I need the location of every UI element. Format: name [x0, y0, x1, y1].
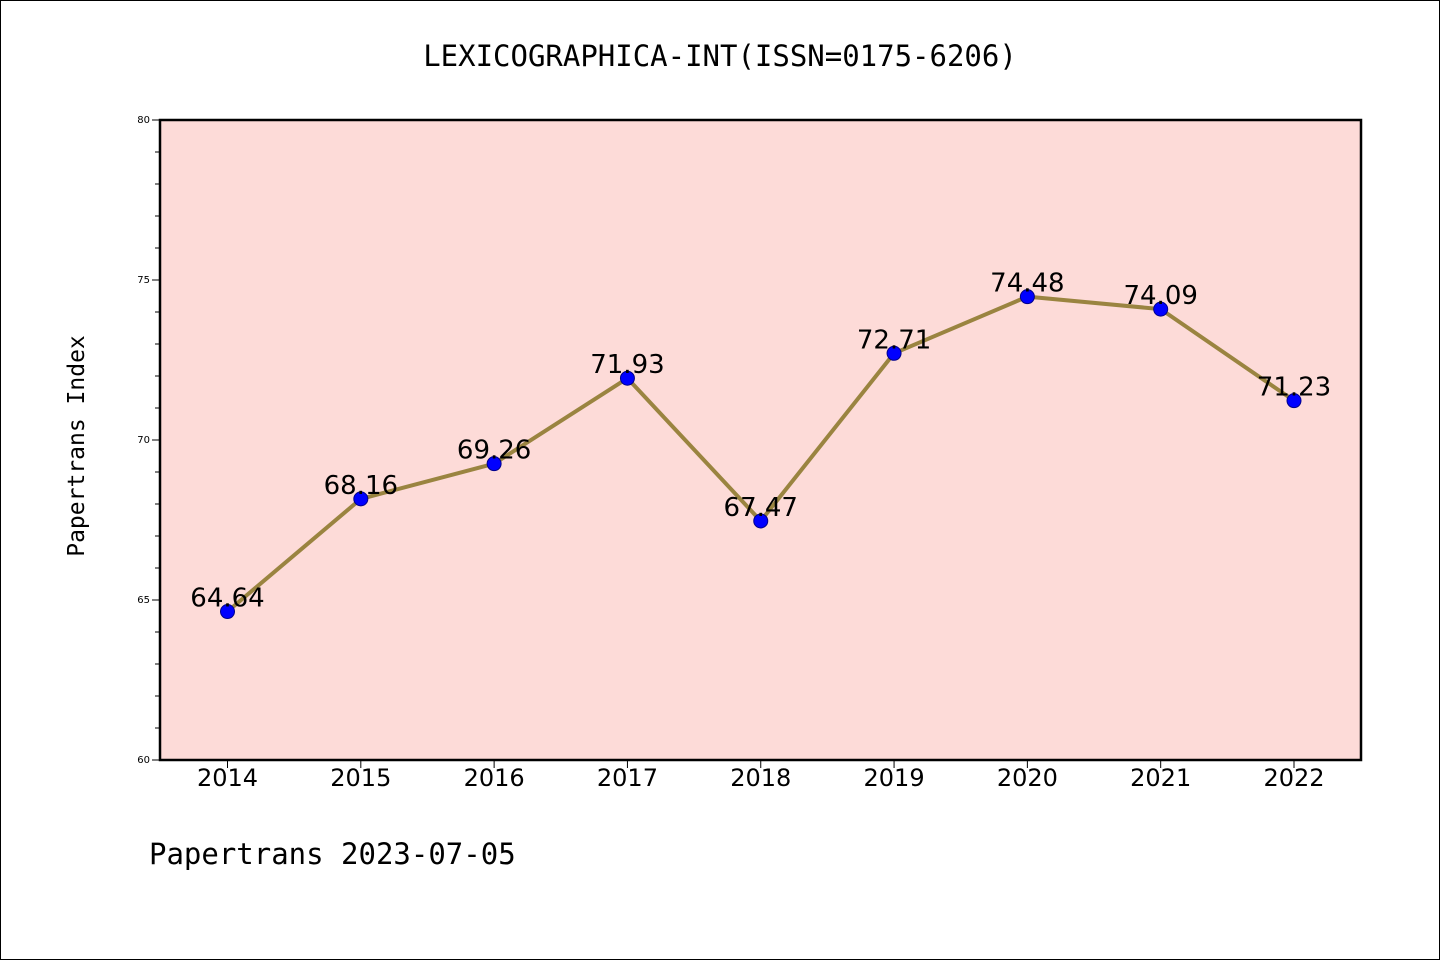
- data-point-2015: [353, 491, 369, 507]
- footer-source-date: Papertrans 2023-07-05: [149, 837, 516, 871]
- data-point-markers: [220, 289, 1302, 620]
- data-labels: 64.64 68.16 69.26 71.93 67.47 72.71 74.48 74.09…: [190, 269, 1331, 614]
- data-label-2014: 64.64: [190, 584, 264, 614]
- x-tick-label: 2015: [330, 764, 391, 792]
- plot-area-border: [158, 118, 1363, 762]
- data-point-2020: [1019, 289, 1035, 305]
- plot-area-background: [160, 120, 1361, 760]
- x-tick-label: 2022: [1263, 764, 1324, 792]
- y-tick-label: 75: [137, 275, 150, 286]
- y-tick-label: 65: [137, 595, 150, 606]
- data-label-2021: 74.09: [1123, 281, 1197, 311]
- data-point-2014: [220, 604, 235, 620]
- x-tick-label: 2018: [730, 764, 791, 792]
- data-label-2016: 69.26: [457, 436, 531, 466]
- plot-background-layer: [160, 120, 1361, 760]
- data-point-2018: [753, 513, 769, 529]
- data-point-2016: [486, 456, 502, 472]
- y-axis-label: Papertrans Index: [64, 335, 90, 557]
- axis-ticks: 60 65 70 75 80 2014 2015 2016 2017 2018 2019 2020 20…: [137, 115, 1324, 792]
- y-tick-label: 60: [137, 755, 150, 766]
- y-tick-label: 80: [137, 115, 150, 126]
- data-label-2022: 71.23: [1257, 373, 1331, 403]
- data-point-2017: [619, 370, 635, 386]
- data-point-2022: [1286, 393, 1302, 409]
- plot-border-layer: [158, 118, 1363, 762]
- x-tick-label: 2017: [597, 764, 658, 792]
- x-tick-label: 2014: [197, 764, 258, 792]
- x-tick-label: 2021: [1130, 764, 1191, 792]
- data-point-2019: [886, 345, 902, 361]
- data-label-2015: 68.16: [324, 471, 398, 501]
- data-label-2017: 71.93: [590, 350, 664, 380]
- data-label-2019: 72.71: [857, 325, 931, 355]
- chart-title: LEXICOGRAPHICA-INT(ISSN=0175-6206): [423, 39, 1017, 73]
- x-tick-label: 2020: [997, 764, 1058, 792]
- y-tick-label: 70: [137, 435, 150, 446]
- x-tick-label: 2016: [464, 764, 525, 792]
- x-tick-label: 2019: [864, 764, 925, 792]
- data-label-2018: 67.47: [724, 493, 798, 523]
- data-label-2020: 74.48: [990, 269, 1064, 299]
- data-point-2021: [1153, 301, 1169, 317]
